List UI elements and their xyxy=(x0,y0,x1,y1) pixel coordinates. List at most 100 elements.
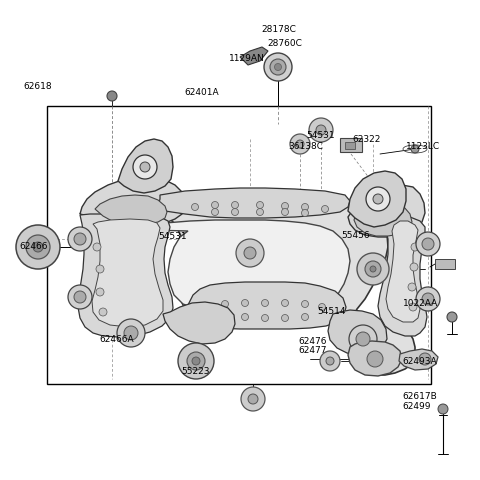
Circle shape xyxy=(416,232,440,256)
Polygon shape xyxy=(80,178,185,228)
Polygon shape xyxy=(399,349,438,370)
Circle shape xyxy=(290,135,310,155)
Circle shape xyxy=(411,243,419,252)
Circle shape xyxy=(192,357,200,365)
Text: 62466A: 62466A xyxy=(100,334,134,343)
Text: 1022AA: 1022AA xyxy=(403,299,438,308)
Circle shape xyxy=(411,146,419,154)
Circle shape xyxy=(231,202,239,209)
Circle shape xyxy=(124,326,138,340)
Circle shape xyxy=(438,404,448,414)
Text: 54531: 54531 xyxy=(306,131,335,140)
Circle shape xyxy=(281,300,288,307)
Circle shape xyxy=(187,352,205,370)
Circle shape xyxy=(422,293,434,305)
Text: 36138C: 36138C xyxy=(288,142,324,151)
Polygon shape xyxy=(92,219,163,327)
Circle shape xyxy=(422,239,434,251)
Circle shape xyxy=(366,188,390,212)
Circle shape xyxy=(96,265,104,274)
Text: 62322: 62322 xyxy=(353,135,381,144)
Circle shape xyxy=(373,194,383,204)
Circle shape xyxy=(107,92,117,102)
Circle shape xyxy=(256,209,264,216)
Circle shape xyxy=(322,206,328,213)
Circle shape xyxy=(409,303,417,312)
Circle shape xyxy=(326,357,334,365)
Circle shape xyxy=(231,209,239,216)
Polygon shape xyxy=(348,172,406,228)
Circle shape xyxy=(93,243,101,252)
Circle shape xyxy=(74,291,86,303)
Circle shape xyxy=(241,300,249,307)
Circle shape xyxy=(241,387,265,411)
Text: 62466: 62466 xyxy=(19,241,48,250)
Circle shape xyxy=(296,141,304,149)
Circle shape xyxy=(241,314,249,321)
Circle shape xyxy=(33,242,43,252)
Polygon shape xyxy=(328,311,387,356)
Circle shape xyxy=(96,288,104,296)
Text: 28760C: 28760C xyxy=(268,39,303,48)
Polygon shape xyxy=(240,48,268,66)
Circle shape xyxy=(349,325,377,353)
Circle shape xyxy=(236,240,264,267)
Text: 62617B: 62617B xyxy=(402,392,437,400)
Circle shape xyxy=(212,202,218,209)
Polygon shape xyxy=(348,186,425,238)
Circle shape xyxy=(212,209,218,216)
Text: 62401A: 62401A xyxy=(185,88,219,96)
Circle shape xyxy=(133,156,157,180)
Circle shape xyxy=(192,204,199,211)
Polygon shape xyxy=(95,195,167,226)
Text: 62476: 62476 xyxy=(299,336,327,345)
Circle shape xyxy=(117,319,145,347)
Text: 55223: 55223 xyxy=(181,366,210,375)
Circle shape xyxy=(244,248,256,260)
Circle shape xyxy=(365,262,381,277)
Bar xyxy=(47,107,431,384)
Circle shape xyxy=(281,203,288,210)
Circle shape xyxy=(301,301,309,308)
Polygon shape xyxy=(118,140,173,193)
Circle shape xyxy=(221,314,228,321)
Text: 55456: 55456 xyxy=(342,231,371,240)
Circle shape xyxy=(309,119,333,143)
Circle shape xyxy=(262,300,268,307)
Circle shape xyxy=(416,288,440,312)
Circle shape xyxy=(16,226,60,269)
Circle shape xyxy=(264,54,292,82)
Circle shape xyxy=(248,394,258,404)
Circle shape xyxy=(68,228,92,252)
Polygon shape xyxy=(186,282,346,329)
Circle shape xyxy=(221,301,228,308)
Circle shape xyxy=(320,351,340,371)
Circle shape xyxy=(357,253,389,286)
Polygon shape xyxy=(378,216,427,336)
Polygon shape xyxy=(163,302,235,344)
Circle shape xyxy=(410,264,418,271)
Circle shape xyxy=(140,163,150,173)
Circle shape xyxy=(316,126,326,136)
Circle shape xyxy=(262,315,268,322)
Circle shape xyxy=(26,236,50,260)
Circle shape xyxy=(99,308,107,316)
Circle shape xyxy=(447,312,457,323)
Circle shape xyxy=(68,286,92,309)
Text: 28178C: 28178C xyxy=(262,25,297,34)
Circle shape xyxy=(370,266,376,273)
Circle shape xyxy=(367,351,383,367)
Text: 62618: 62618 xyxy=(23,82,52,91)
Polygon shape xyxy=(78,215,173,337)
Text: 62477: 62477 xyxy=(299,345,327,354)
Bar xyxy=(340,139,362,153)
Circle shape xyxy=(301,204,309,211)
Text: 62493A: 62493A xyxy=(402,357,437,365)
Circle shape xyxy=(256,202,264,209)
Text: 1123LC: 1123LC xyxy=(406,142,440,151)
Circle shape xyxy=(356,332,370,346)
Circle shape xyxy=(408,283,416,291)
Circle shape xyxy=(74,233,86,245)
Circle shape xyxy=(270,60,286,76)
Text: 54514: 54514 xyxy=(318,307,346,315)
